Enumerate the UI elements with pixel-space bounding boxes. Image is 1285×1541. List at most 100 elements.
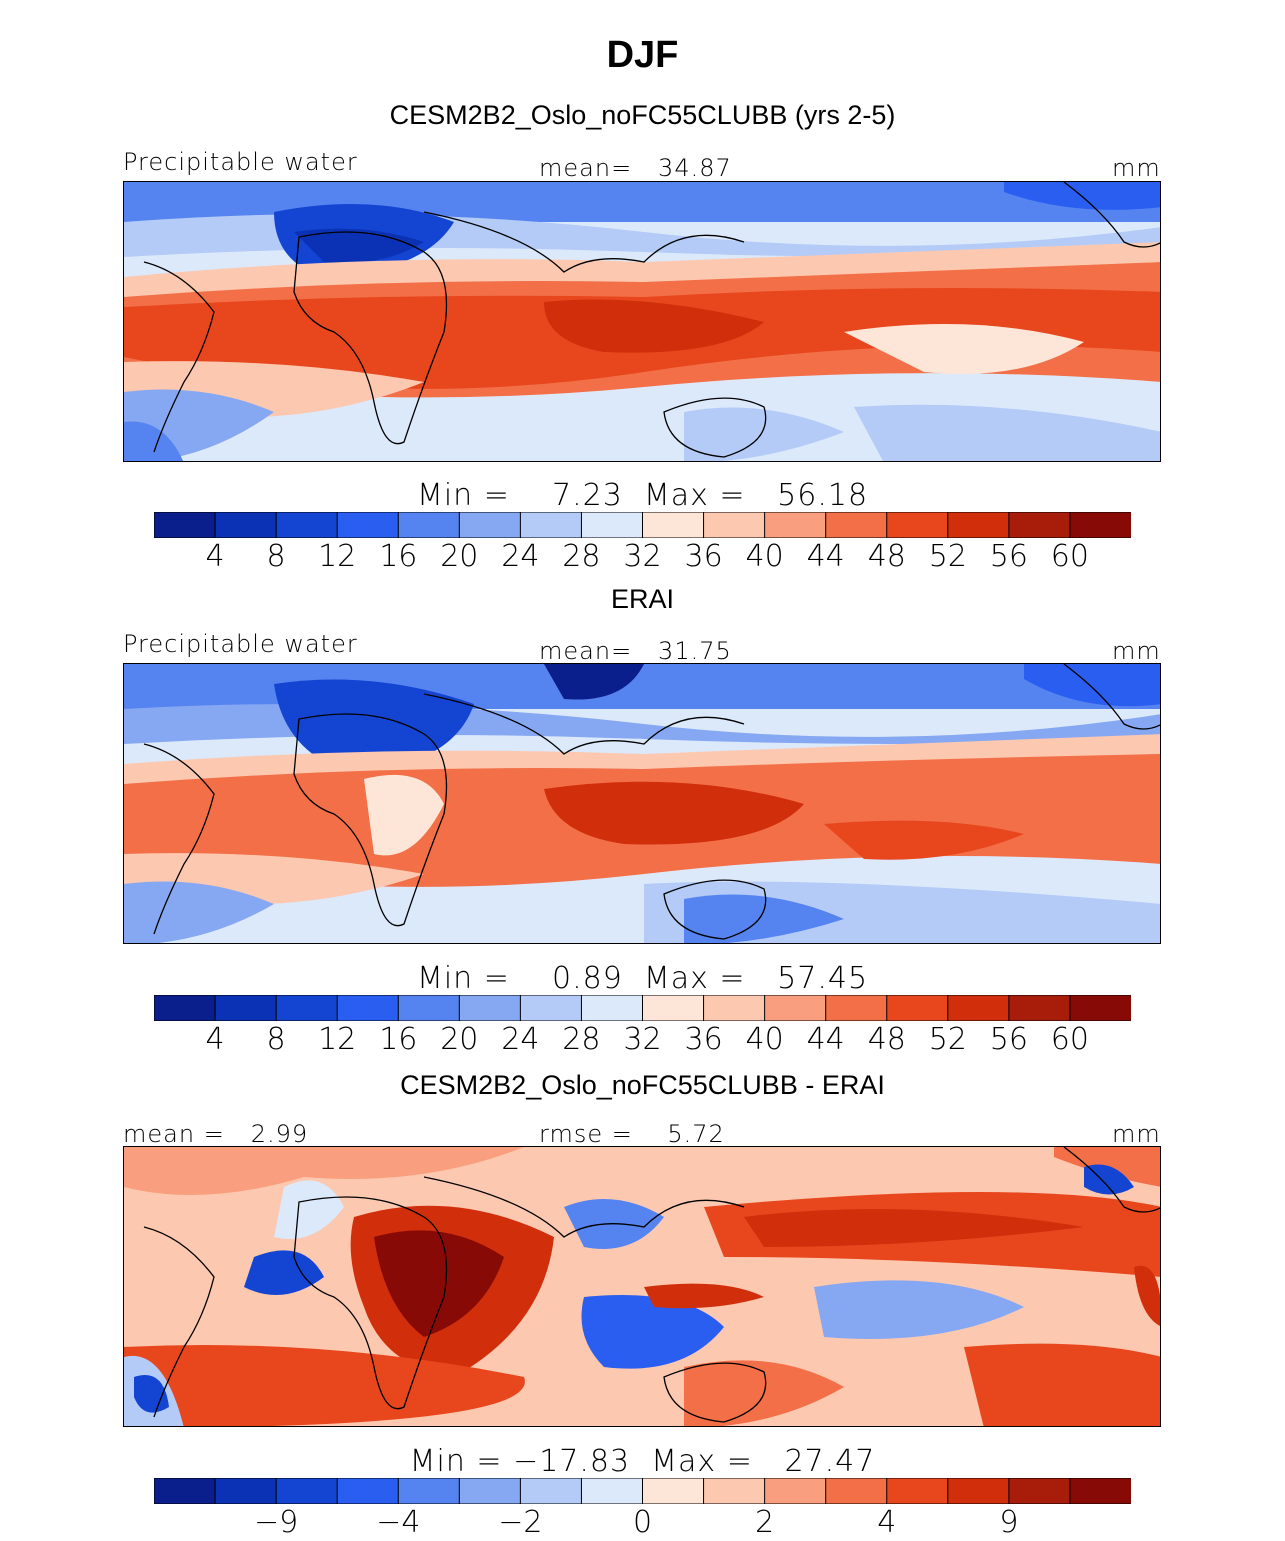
colorbar-tick-label: 52 [928,539,967,574]
colorbar-swatch [1069,994,1133,1022]
colorbar-tick-label: 56 [989,539,1028,574]
colorbar-swatch [153,1477,217,1505]
colorbar-swatch [519,511,583,539]
colorbar-swatch [825,1477,888,1505]
colorbar-tick-label: 56 [989,1022,1028,1057]
colorbar-tick-label: 24 [501,539,540,574]
colorbar-tick-label: −4 [376,1505,421,1540]
panel-1-colorbar-ticks: 4 8 12 16 20 24 28 32 36 40 44 48 52 56 60 [154,539,1131,575]
colorbar-tick-label: 4 [205,539,225,574]
australia-coastline [663,397,767,458]
north-america-coastline [1063,1147,1160,1213]
colorbar-swatch [1069,1477,1133,1505]
colorbar-tick-label: 60 [1050,1022,1089,1057]
colorbar-tick-label: 44 [806,539,845,574]
colorbar-swatch [764,994,827,1022]
colorbar-tick-label: 4 [205,1022,225,1057]
colorbar-tick-label: 48 [867,1022,906,1057]
colorbar-swatch [947,994,1010,1022]
colorbar-swatch [825,994,888,1022]
colorbar-tick-label: 12 [318,1022,357,1057]
panel-1-map [123,181,1161,462]
colorbar-tick-label: 24 [501,1022,540,1057]
panel-1-unit-label: mm [1112,154,1161,182]
panel-2-map [123,663,1161,944]
colorbar-tick-label: 60 [1050,539,1089,574]
panel-2-minmax: Min = 0.89 Max = 57.45 [416,961,869,996]
colorbar-swatch [458,994,522,1022]
colorbar-tick-label: 32 [623,539,662,574]
colorbar-tick-label: 32 [623,1022,662,1057]
colorbar-swatch [642,1477,705,1505]
panel-1-title: CESM2B2_Oslo_noFC55CLUBB (yrs 2-5) [389,100,896,130]
colorbar-tick-label: 28 [562,539,601,574]
colorbar-tick-label: 9 [999,1505,1019,1540]
asia-coastline [423,211,745,273]
colorbar-tick-label: 44 [806,1022,845,1057]
colorbar-swatch [336,994,400,1022]
colorbar-swatch [214,1477,278,1505]
colorbar-swatch [703,994,766,1022]
colorbar-swatch [397,511,461,539]
colorbar-swatch [947,1477,1010,1505]
panel-3-colorbar-ticks: −9 −4 −2 0 2 4 9 [154,1505,1131,1541]
panel-3-minmax: Min = −17.83 Max = 27.47 [409,1444,876,1479]
colorbar-swatch [519,1477,583,1505]
africa-coastline [293,231,448,445]
colorbar-tick-label: 8 [266,539,286,574]
colorbar-tick-label: 20 [440,1022,479,1057]
colorbar-swatch [1008,994,1071,1022]
colorbar-swatch [153,994,217,1022]
colorbar-swatch [886,1477,949,1505]
colorbar-swatch [1069,511,1133,539]
south-america-coastline [143,261,215,453]
colorbar-tick-label: 2 [755,1505,775,1540]
colorbar-tick-label: 40 [745,539,784,574]
colorbar-swatch [642,511,705,539]
colorbar-swatch [336,1477,400,1505]
panel-3-title: CESM2B2_Oslo_noFC55CLUBB - ERAI [400,1070,885,1100]
colorbar-swatch [214,994,278,1022]
colorbar-swatch [1008,1477,1071,1505]
colorbar-swatch [458,511,522,539]
panel-2-field-label: Precipitable water [123,630,358,658]
panel-3-rmse-label: rmse = 5.72 [539,1120,725,1148]
colorbar-tick-label: 40 [745,1022,784,1057]
colorbar-swatch [153,511,217,539]
colorbar-tick-label: 28 [562,1022,601,1057]
colorbar-swatch [580,1477,644,1505]
australia-coastline [663,879,767,940]
north-america-coastline [1063,664,1160,730]
colorbar-swatch [275,511,339,539]
colorbar-swatch [519,994,583,1022]
panel-1-mean-label: mean= 34.87 [539,154,732,182]
colorbar-swatch [642,994,705,1022]
colorbar-swatch [580,511,644,539]
colorbar-swatch [397,994,461,1022]
colorbar-tick-label: −2 [498,1505,543,1540]
asia-coastline [423,1176,745,1238]
colorbar-swatch [825,511,888,539]
panel-2-mean-label: mean= 31.75 [539,637,732,665]
colorbar-tick-label: 36 [684,1022,723,1057]
asia-coastline [423,693,745,755]
colorbar-swatch [336,511,400,539]
colorbar-tick-label: 4 [877,1505,897,1540]
colorbar-swatch [275,1477,339,1505]
panel-1-field-label: Precipitable water [123,148,358,176]
panel-1-minmax: Min = 7.23 Max = 56.18 [416,478,869,513]
figure-title: DJF [606,34,679,76]
colorbar-tick-label: 52 [928,1022,967,1057]
colorbar-swatch [580,994,644,1022]
colorbar-swatch [703,511,766,539]
panel-3-colorbar [153,1477,1133,1505]
colorbar-tick-label: 16 [379,539,418,574]
colorbar-swatch [703,1477,766,1505]
panel-2-colorbar-ticks: 4 8 12 16 20 24 28 32 36 40 44 48 52 56 60 [154,1022,1131,1058]
panel-3-mean-label: mean = 2.99 [123,1120,309,1148]
panel-3-unit-label: mm [1112,1120,1161,1148]
colorbar-tick-label: −9 [253,1505,299,1540]
colorbar-swatch [947,511,1010,539]
south-america-coastline [143,743,215,935]
colorbar-tick-label: 0 [632,1505,653,1540]
